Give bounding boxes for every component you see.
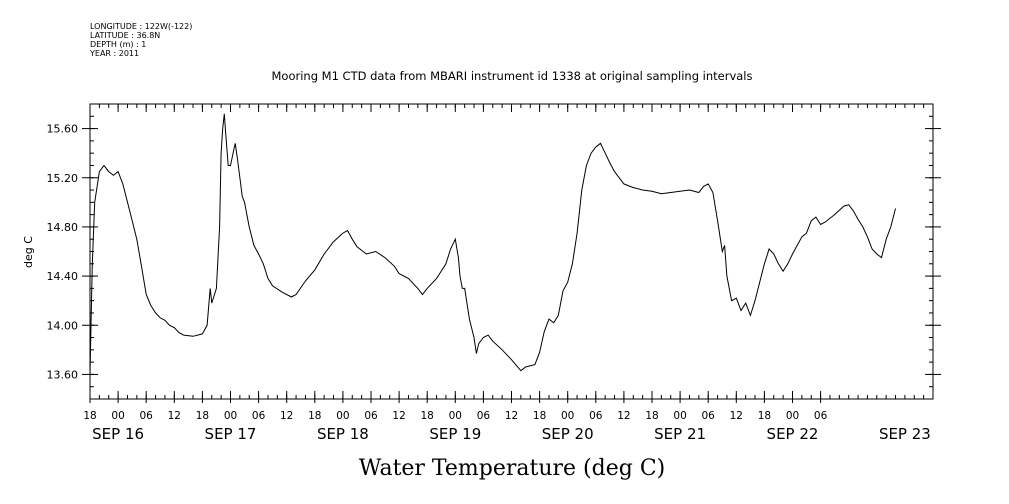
x-hour-tick-label: 00 [561, 410, 574, 422]
x-hour-tick-label: 00 [673, 410, 686, 422]
x-axis-label: Water Temperature (deg C) [359, 456, 666, 481]
x-hour-tick-label: 06 [364, 410, 378, 422]
y-tick-label: 14.40 [47, 270, 79, 283]
y-tick-labels: 13.60 14.00 14.40 14.80 15.20 15.60 [47, 123, 79, 382]
x-hour-tick-label: 06 [589, 410, 603, 422]
y-tick-label: 13.60 [47, 368, 79, 381]
temperature-series-line [89, 113, 896, 375]
x-hour-tick-label: 18 [421, 410, 434, 422]
x-hour-tick-label: 12 [617, 410, 630, 422]
x-hour-tick-label: 00 [786, 410, 799, 422]
x-hour-tick-label: 12 [392, 410, 405, 422]
chart-title: Mooring M1 CTD data from MBARI instrumen… [272, 69, 753, 83]
x-date-label: SEP 17 [205, 425, 257, 443]
y-tick-label: 14.00 [47, 319, 79, 332]
y-axis-label: deg C [22, 236, 35, 268]
y-tick-label: 15.60 [47, 123, 79, 136]
depth-label: DEPTH (m) : 1 [90, 40, 147, 49]
x-hour-tick-label: 00 [336, 410, 349, 422]
x-hour-tick-label: 18 [645, 410, 658, 422]
plot-frame [89, 103, 934, 400]
axis-ticks [82, 103, 941, 403]
x-hour-tick-label: 18 [308, 410, 321, 422]
longitude-label: LONGITUDE : 122W(-122) [90, 22, 193, 31]
latitude-label: LATITUDE : 36.8N [90, 31, 161, 40]
x-hour-tick-label: 18 [83, 410, 96, 422]
x-date-label: SEP 18 [317, 425, 369, 443]
metadata-block: LONGITUDE : 122W(-122) LATITUDE : 36.8N … [90, 22, 192, 58]
x-date-label: SEP 16 [92, 425, 144, 443]
y-tick-label: 14.80 [47, 221, 79, 234]
x-hour-tick-label: 06 [702, 410, 716, 422]
x-hour-tick-label: 18 [196, 410, 209, 422]
x-hour-tick-label: 12 [730, 410, 743, 422]
x-date-label: SEP 19 [429, 425, 481, 443]
x-hour-tick-label: 00 [224, 410, 237, 422]
x-date-label: SEP 22 [767, 425, 819, 443]
x-hour-tick-label: 06 [814, 410, 828, 422]
x-date-label: SEP 23 [879, 425, 931, 443]
x-hour-tick-label: 12 [505, 410, 518, 422]
x-date-label: SEP 21 [654, 425, 706, 443]
x-hour-tick-label: 18 [533, 410, 546, 422]
x-hour-tick-label: 06 [252, 410, 266, 422]
x-hour-tick-label: 00 [449, 410, 462, 422]
x-date-label: SEP 20 [542, 425, 594, 443]
x-hour-tick-label: 12 [280, 410, 293, 422]
x-hour-tick-label: 12 [168, 410, 181, 422]
x-tick-labels: 18 00 06 12 18 00 06 12 18 00 06 12 18 00 06 12 18 00 06 12… [83, 410, 931, 443]
x-hour-tick-label: 06 [140, 410, 154, 422]
year-label: YEAR : 2011 [90, 49, 140, 58]
y-tick-label: 15.20 [47, 172, 79, 185]
x-hour-tick-label: 06 [477, 410, 491, 422]
x-hour-tick-label: 00 [111, 410, 124, 422]
x-hour-tick-label: 18 [758, 410, 771, 422]
